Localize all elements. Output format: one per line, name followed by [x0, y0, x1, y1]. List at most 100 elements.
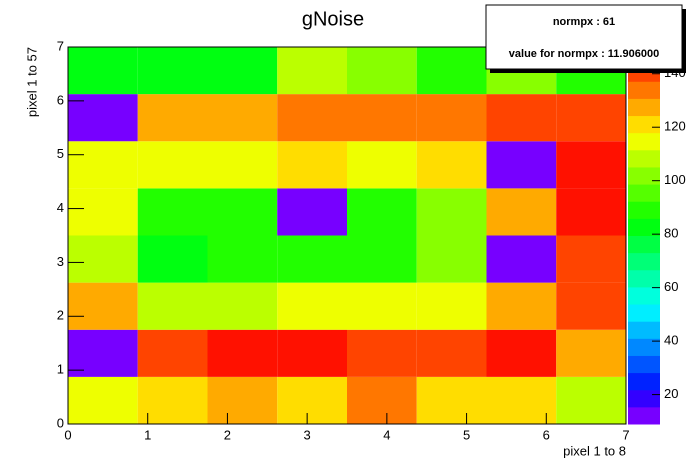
- z-tick-label: 80: [664, 226, 678, 241]
- cell: [416, 376, 487, 424]
- palette-swatch: [628, 98, 660, 117]
- cell: [68, 188, 138, 236]
- cell: [486, 141, 557, 189]
- cell: [556, 141, 626, 189]
- cell: [556, 188, 626, 236]
- palette-swatch: [628, 355, 660, 374]
- cell: [137, 47, 208, 95]
- x-tick-label: 7: [622, 427, 629, 442]
- palette-swatch: [628, 372, 660, 391]
- palette-swatch: [628, 184, 660, 202]
- y-tick-label: 1: [57, 362, 64, 377]
- palette-swatch: [628, 406, 660, 425]
- cell: [207, 282, 278, 330]
- palette-swatch: [628, 321, 660, 339]
- z-tick-label: 60: [664, 279, 678, 294]
- palette-swatch: [628, 218, 660, 236]
- cell: [486, 329, 557, 377]
- cells: [68, 47, 626, 424]
- x-tick-label: 5: [463, 427, 470, 442]
- palette-swatch: [628, 201, 660, 219]
- cell: [68, 282, 138, 330]
- cell: [277, 235, 347, 283]
- cell: [68, 94, 138, 142]
- palette-swatch: [628, 269, 660, 288]
- x-tick-label: 4: [383, 427, 390, 442]
- cell: [277, 188, 347, 236]
- z-tick-label: 20: [664, 386, 678, 401]
- x-tick-label: 1: [144, 427, 151, 442]
- cell: [207, 235, 278, 283]
- cell: [347, 141, 417, 189]
- cell: [347, 235, 417, 283]
- stats-line: value for normpx : 11.906000: [509, 48, 659, 60]
- cell: [207, 329, 278, 377]
- z-tick-label: 100: [664, 172, 686, 187]
- cell: [277, 282, 347, 330]
- frame: [67, 46, 627, 425]
- cell: [68, 141, 138, 189]
- cell: [347, 329, 417, 377]
- x-tick-label: 6: [543, 427, 550, 442]
- cell: [556, 376, 626, 424]
- x-tick-label: 2: [224, 427, 231, 442]
- cell: [137, 94, 208, 142]
- cell: [486, 282, 557, 330]
- cell: [347, 47, 417, 95]
- cell: [416, 235, 487, 283]
- cell: [556, 329, 626, 377]
- palette-swatch: [628, 166, 660, 185]
- cell: [277, 376, 347, 424]
- palette-swatch: [628, 115, 660, 134]
- cell: [347, 188, 417, 236]
- cell: [416, 47, 487, 95]
- palette-swatch: [628, 81, 660, 99]
- cell: [486, 376, 557, 424]
- cell: [556, 235, 626, 283]
- palette-swatch: [628, 149, 660, 168]
- cell: [207, 188, 278, 236]
- palette-swatch: [628, 304, 660, 322]
- cell: [137, 188, 208, 236]
- cell: [277, 329, 347, 377]
- cell: [68, 235, 138, 283]
- cell: [68, 329, 138, 377]
- cell: [416, 188, 487, 236]
- cell: [137, 141, 208, 189]
- y-tick-label: 7: [57, 38, 64, 53]
- cell: [137, 235, 208, 283]
- cell: [277, 94, 347, 142]
- cell: [207, 376, 278, 424]
- palette-swatch: [628, 389, 660, 408]
- cell: [347, 94, 417, 142]
- x-tick-label: 0: [64, 427, 71, 442]
- ticks: 0 1 2 3 4 5 6 7 0 1 2 3 4 5 6 7: [57, 38, 630, 442]
- x-axis-title: pixel 1 to 8: [563, 443, 626, 458]
- cell: [556, 282, 626, 330]
- cell: [486, 188, 557, 236]
- y-tick-label: 2: [57, 308, 64, 323]
- cell: [416, 282, 487, 330]
- cell: [207, 47, 278, 95]
- cell: [416, 94, 487, 142]
- cell: [486, 94, 557, 142]
- stats-line: normpx : 61: [553, 16, 615, 28]
- y-tick-label: 3: [57, 254, 64, 269]
- palette-swatch: [628, 235, 660, 254]
- cell: [556, 94, 626, 142]
- stats-box: normpx : 61 value for normpx : 11.906000: [485, 4, 686, 73]
- cell: [277, 141, 347, 189]
- y-axis-title: pixel 1 to 57: [24, 47, 39, 117]
- palette: 20406080100120140: [628, 47, 686, 425]
- palette-swatch: [628, 252, 660, 271]
- cell: [347, 376, 417, 424]
- cell: [416, 141, 487, 189]
- palette-swatch: [628, 132, 660, 151]
- cell: [137, 376, 208, 424]
- cell: [137, 282, 208, 330]
- y-tick-label: 4: [57, 200, 64, 215]
- stats-panel: [485, 4, 683, 70]
- z-tick-label: 40: [664, 333, 678, 348]
- cell: [207, 141, 278, 189]
- cell: [137, 329, 208, 377]
